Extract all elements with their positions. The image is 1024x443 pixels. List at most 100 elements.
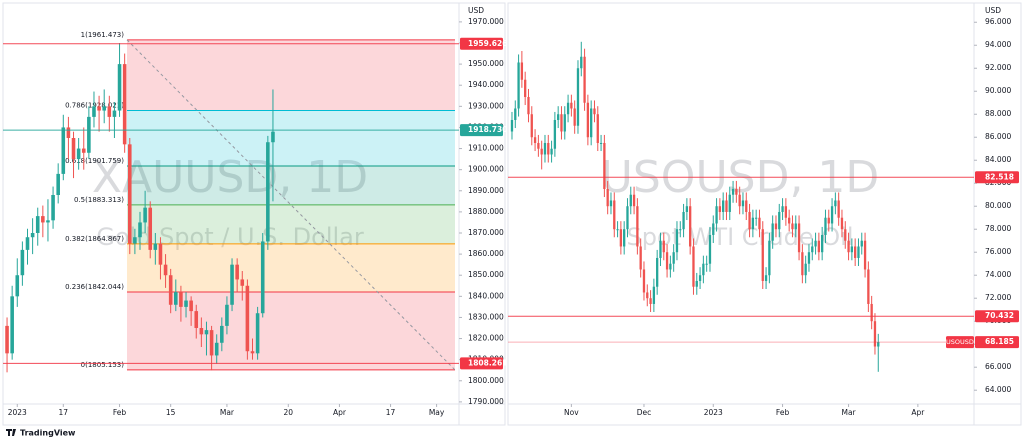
fib-label: 0.382(1864.867) <box>65 235 124 243</box>
candle-body <box>530 114 533 138</box>
candle-body <box>606 188 609 207</box>
watermark-title: XAUUSD, 1D <box>92 152 368 203</box>
candle-body <box>695 280 698 287</box>
candle-body <box>260 241 265 314</box>
price-label: 1918.730 <box>468 125 507 134</box>
y-tick-label: 1830.000 <box>468 312 504 321</box>
logo-mark <box>6 429 16 436</box>
candle-body <box>708 234 712 264</box>
candle-body <box>827 217 830 224</box>
candle-body <box>514 108 517 120</box>
y-tick-label: 1970.000 <box>468 17 504 26</box>
candle-body <box>873 321 877 347</box>
candle-body <box>573 108 576 126</box>
candle-body <box>718 206 722 212</box>
y-tick-label: 1820.000 <box>468 334 504 343</box>
candle-body <box>791 223 794 230</box>
y-tick-label: 1840.000 <box>468 291 504 300</box>
candle-body <box>271 131 275 143</box>
candle-body <box>179 292 183 307</box>
candle-body <box>599 142 603 144</box>
candle-body <box>10 296 14 354</box>
candle-body <box>824 217 827 235</box>
candle-body <box>863 240 867 270</box>
y-tick-label: 1870.000 <box>468 228 504 237</box>
fib-band <box>127 165 455 205</box>
candle-body <box>122 64 127 145</box>
y-tick-label: 78.000 <box>985 224 1011 233</box>
candle-body <box>596 114 599 143</box>
y-tick-label: 1940.000 <box>468 80 504 89</box>
candle-body <box>586 102 590 138</box>
candle-body <box>642 269 646 293</box>
candle-body <box>830 206 834 224</box>
candle-body <box>685 206 689 212</box>
candle-body <box>784 206 788 218</box>
candle-body <box>854 246 857 258</box>
candle-body <box>593 108 596 115</box>
candle-body <box>807 252 811 264</box>
candle-body <box>112 110 117 117</box>
price-label: 70.432 <box>985 311 1014 320</box>
candle-body <box>209 330 214 356</box>
candle-body <box>76 148 81 160</box>
candle-body <box>189 300 193 312</box>
fib-band <box>127 39 455 111</box>
candle-body <box>758 217 761 230</box>
y-tick-label: 90.000 <box>985 86 1011 95</box>
candle-body <box>877 342 880 347</box>
candle-body <box>834 200 837 207</box>
fib-label: 0.5(1883.313) <box>74 196 124 204</box>
candle-body <box>543 142 547 155</box>
y-tick-label: 1800.000 <box>468 376 504 385</box>
candle-body <box>117 64 122 111</box>
candle-body <box>133 237 137 244</box>
candle-body <box>715 206 718 224</box>
candle-body <box>619 229 623 247</box>
y-tick-label: 1860.000 <box>468 249 504 258</box>
panel-border <box>2 2 506 426</box>
candle-body <box>102 106 106 111</box>
y-tick-label: 76.000 <box>985 247 1011 256</box>
candle-body <box>857 246 860 258</box>
tradingview-logo: TradingView <box>6 429 76 438</box>
fib-band <box>127 204 455 244</box>
candle-body <box>702 263 705 276</box>
x-tick-label: 2023 <box>704 408 723 417</box>
candle-body <box>781 206 784 212</box>
fib-label: 0.618(1901.759) <box>65 157 124 165</box>
price-label: 1808.261 <box>468 358 507 367</box>
fib-label: 1(1961.473) <box>81 31 125 39</box>
candle-body <box>533 137 537 143</box>
candle-body <box>56 173 60 195</box>
candle-body <box>225 304 229 326</box>
candle-body <box>138 222 142 238</box>
candle-body <box>5 325 9 354</box>
candle-body <box>840 217 844 230</box>
candle-body <box>540 148 543 155</box>
candle-body <box>550 148 553 155</box>
y-tick-label: 1790.000 <box>468 397 504 406</box>
x-tick-label: Mar <box>220 408 235 417</box>
candle-body <box>867 269 870 304</box>
candle-body <box>731 188 735 195</box>
candle-body <box>788 217 791 224</box>
candle-body <box>811 246 814 253</box>
symbol-tag: USOUSD <box>946 338 974 346</box>
fib-label: 0.786(1928.021) <box>65 102 124 110</box>
candle-body <box>774 223 778 230</box>
candle-body <box>517 62 520 109</box>
candle-body <box>778 211 781 230</box>
candle-body <box>665 252 669 270</box>
candle-body <box>194 311 199 328</box>
x-tick-label: Mar <box>841 408 856 417</box>
price-label: 82.518 <box>985 172 1014 181</box>
candle-body <box>870 303 873 322</box>
y-tick-label: 96.000 <box>985 17 1011 26</box>
x-tick-label: Dec <box>637 408 652 417</box>
candle-body <box>728 194 731 212</box>
candle-body <box>266 142 270 242</box>
